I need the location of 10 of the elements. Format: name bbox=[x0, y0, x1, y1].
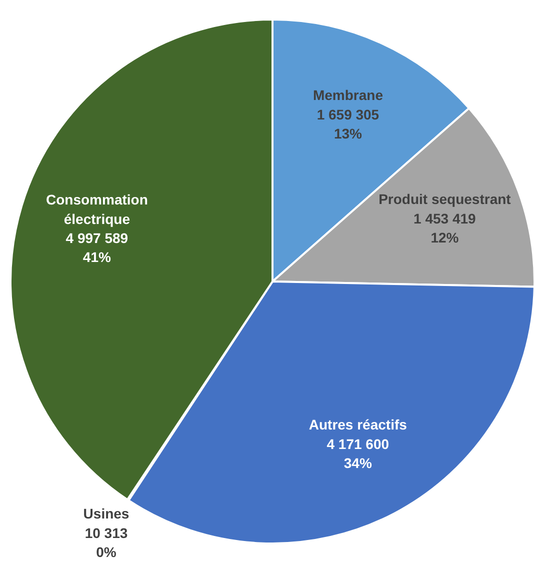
slice-label: Usines bbox=[83, 506, 130, 522]
data-label: 4 171 600 34% bbox=[326, 436, 390, 472]
slice-label: Autres réactifs bbox=[308, 416, 408, 433]
slice-label: Consommation électrique bbox=[46, 192, 148, 227]
data-label: 1 453 419 12% bbox=[414, 210, 476, 246]
slice-label: Membrane bbox=[312, 87, 384, 104]
slice-label: Produit sequestrant bbox=[378, 191, 512, 208]
data-label: 4 997 589 41% bbox=[66, 230, 128, 266]
data-label: 10 313 0% bbox=[84, 524, 128, 560]
data-label: 1 659 305 13% bbox=[316, 106, 380, 142]
